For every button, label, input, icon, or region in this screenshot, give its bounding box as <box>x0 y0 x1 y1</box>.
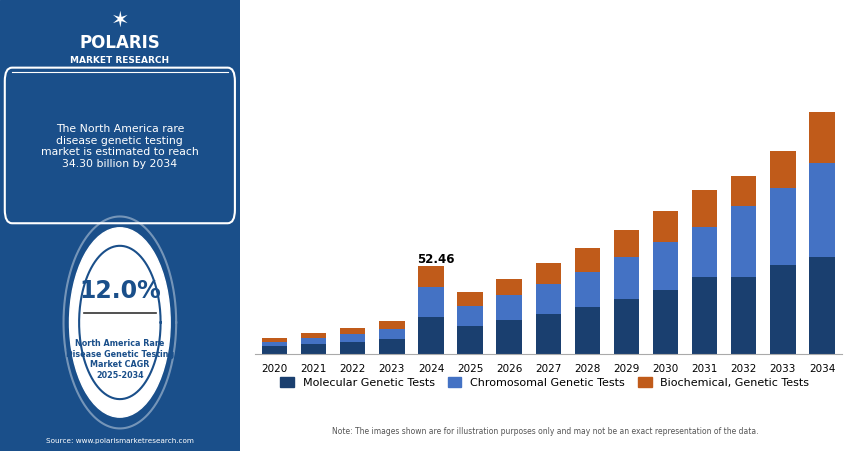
Bar <box>418 317 444 354</box>
Bar <box>536 263 561 284</box>
FancyBboxPatch shape <box>5 68 235 223</box>
Bar <box>653 242 678 290</box>
Text: MARKET RESEARCH: MARKET RESEARCH <box>71 56 169 65</box>
Bar <box>731 207 756 277</box>
Bar <box>731 277 756 354</box>
Bar <box>496 321 522 354</box>
Bar <box>770 151 796 188</box>
Text: North America Rare Disease Genetic Testing Market: North America Rare Disease Genetic Testi… <box>258 17 728 32</box>
Bar <box>536 284 561 314</box>
Text: North America Rare
Disease Genetic Testing
Market CAGR
2025-2034: North America Rare Disease Genetic Testi… <box>65 339 174 380</box>
Bar <box>614 230 639 257</box>
Circle shape <box>70 228 170 417</box>
Bar <box>457 306 483 327</box>
Bar <box>262 342 287 346</box>
Text: Note: The images shown are for illustration purposes only and may not be an exac: Note: The images shown are for illustrat… <box>332 427 758 436</box>
Text: POLARIS: POLARIS <box>79 34 160 52</box>
Bar <box>301 338 326 344</box>
Bar <box>379 328 405 339</box>
Bar <box>653 211 678 242</box>
Bar <box>496 279 522 295</box>
Bar <box>575 249 600 272</box>
Bar <box>262 346 287 354</box>
Bar <box>496 295 522 321</box>
Bar <box>692 226 717 277</box>
Text: Size, By Speciality, 2020 - 2034 (USD Million): Size, By Speciality, 2020 - 2034 (USD Mi… <box>258 52 525 65</box>
Bar <box>457 292 483 306</box>
Bar <box>379 321 405 328</box>
Bar <box>614 299 639 354</box>
Bar <box>340 342 366 354</box>
Bar <box>809 257 835 354</box>
Bar <box>653 290 678 354</box>
Bar <box>614 257 639 299</box>
Bar <box>262 338 287 342</box>
Bar <box>536 314 561 354</box>
Bar <box>770 188 796 265</box>
Bar <box>731 176 756 207</box>
Text: ✶: ✶ <box>110 10 129 30</box>
Text: The North America rare
disease genetic testing
market is estimated to reach
34.3: The North America rare disease genetic t… <box>41 124 199 169</box>
Bar <box>575 307 600 354</box>
Text: Source: www.polarismarketresearch.com: Source: www.polarismarketresearch.com <box>46 438 194 444</box>
Bar <box>692 189 717 226</box>
Bar <box>809 112 835 163</box>
Bar <box>340 334 366 342</box>
Bar <box>575 272 600 307</box>
Bar <box>301 344 326 354</box>
Legend: Molecular Genetic Tests, Chromosomal Genetic Tests, Biochemical, Genetic Tests: Molecular Genetic Tests, Chromosomal Gen… <box>276 373 813 392</box>
Bar <box>418 266 444 287</box>
Bar <box>418 287 444 317</box>
Bar <box>301 333 326 338</box>
Text: 12.0%: 12.0% <box>79 279 161 303</box>
Bar <box>457 327 483 354</box>
Bar <box>692 277 717 354</box>
Bar <box>340 328 366 334</box>
Bar <box>809 163 835 257</box>
Bar <box>379 339 405 354</box>
Text: 52.46: 52.46 <box>417 253 455 266</box>
Bar <box>770 265 796 354</box>
